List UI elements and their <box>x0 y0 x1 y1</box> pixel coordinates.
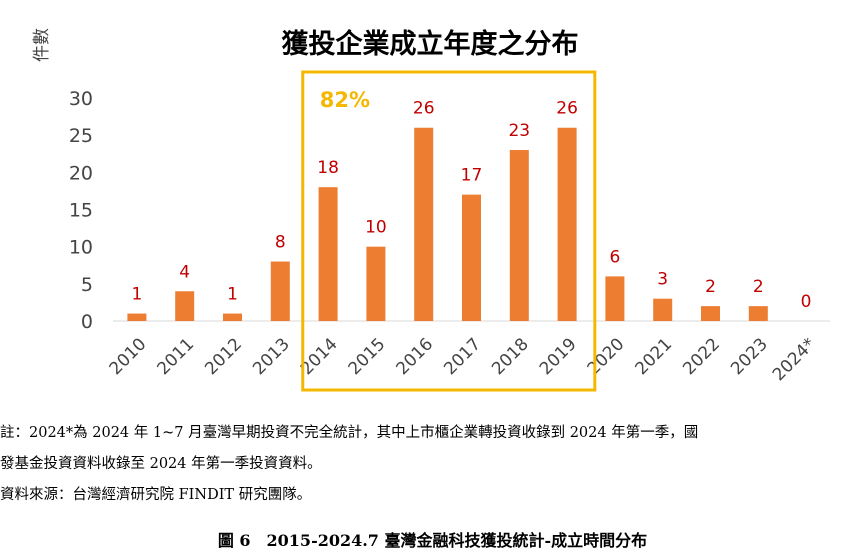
bar <box>509 150 529 321</box>
data-label: 26 <box>556 99 578 119</box>
data-label: 1 <box>227 285 238 305</box>
data-label: 2 <box>753 277 764 297</box>
y-tick-label: 5 <box>81 274 93 296</box>
x-tick-label: 2013 <box>249 334 294 379</box>
data-label: 17 <box>461 166 483 186</box>
x-tick-label: 2018 <box>488 334 533 379</box>
bar <box>701 306 720 321</box>
x-tick-label: 2022 <box>679 334 724 379</box>
data-label: 6 <box>609 247 620 267</box>
bar <box>748 306 768 321</box>
bar <box>318 187 338 321</box>
x-tick-label: 2020 <box>584 334 629 379</box>
bar <box>653 298 673 321</box>
data-label: 26 <box>413 99 435 119</box>
bar <box>127 313 147 321</box>
x-tick-label: 2019 <box>536 334 581 379</box>
bar <box>270 261 290 321</box>
y-tick-label: 15 <box>69 200 93 222</box>
data-label: 8 <box>275 233 286 253</box>
x-tick-label: 2010 <box>106 334 151 379</box>
chart-title: 獲投企業成立年度之分布 <box>282 28 579 60</box>
x-tick-label: 2012 <box>201 334 246 379</box>
y-tick-label: 25 <box>69 125 93 147</box>
bar <box>557 127 577 321</box>
x-tick-label: 2016 <box>393 334 438 379</box>
x-tick-label: 2017 <box>440 334 485 379</box>
data-label: 3 <box>657 270 668 290</box>
data-label: 1 <box>131 285 142 305</box>
x-tick-label: 2015 <box>345 334 390 379</box>
bar <box>175 291 195 321</box>
y-tick-label: 20 <box>69 162 93 184</box>
x-tick-label: 2021 <box>632 334 677 379</box>
y-tick-label: 10 <box>69 237 93 259</box>
highlight-box <box>301 70 597 392</box>
y-tick-label: 30 <box>69 88 93 110</box>
bar <box>366 246 386 321</box>
bar <box>414 127 434 321</box>
x-tick-label: 2011 <box>153 334 198 379</box>
source-line: 資料來源：台灣經濟研究院 FINDIT 研究團隊。 <box>0 487 312 503</box>
note-line-2: 發基金投資資料收錄至 2024 年第一季投資資料。 <box>0 456 322 472</box>
chart-area: 獲投企業成立年度之分布 件數 0 5 10 15 20 25 30 1 4 1 8 18 10 26 17… <box>32 28 830 392</box>
x-axis-ticks: 2010 2011 2012 2013 2014 2015 2016 2017 2018 2019… <box>106 334 820 385</box>
highlight-annotation: 82% <box>320 88 370 112</box>
data-label: 4 <box>179 262 190 282</box>
bars <box>127 127 768 321</box>
data-label: 10 <box>365 218 387 238</box>
data-label: 2 <box>705 277 716 297</box>
y-axis-ticks: 0 5 10 15 20 25 30 <box>69 88 93 333</box>
data-label: 0 <box>801 292 812 312</box>
x-tick-label: 2023 <box>727 334 772 379</box>
note-line-1: 註：2024*為 2024 年 1~7 月臺灣早期投資不完全統計，其中上市櫃企業… <box>0 425 699 441</box>
data-label: 23 <box>508 121 530 141</box>
bar <box>462 194 481 321</box>
notes: 註：2024*為 2024 年 1~7 月臺灣早期投資不完全統計，其中上市櫃企業… <box>0 418 865 511</box>
figure-caption: 圖 6 2015-2024.7 臺灣金融科技獲投統計-成立時間分布 <box>217 531 648 550</box>
data-label: 18 <box>317 158 339 178</box>
y-axis-label: 件數 <box>32 28 52 62</box>
bar <box>223 313 242 321</box>
bar <box>605 276 625 321</box>
y-tick-label: 0 <box>81 311 93 333</box>
x-tick-label: 2024* <box>769 334 820 385</box>
